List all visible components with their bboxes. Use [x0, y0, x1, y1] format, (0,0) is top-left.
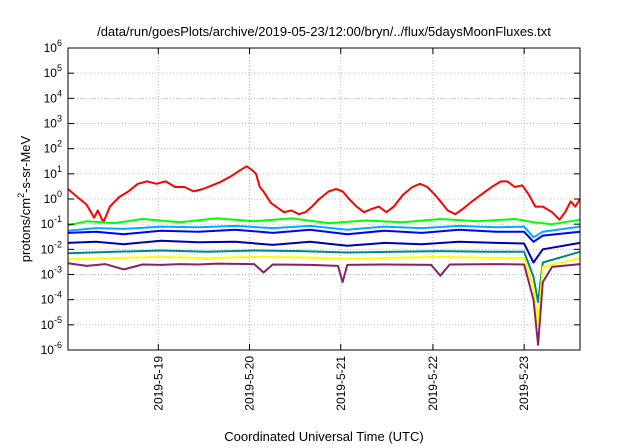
series-line-5	[67, 249, 581, 304]
y-tick-label: 10-5	[41, 315, 62, 332]
y-tick-label: 10-4	[41, 290, 62, 307]
x-tick-label: 2019-5-23	[517, 356, 531, 411]
x-axis-label: Coordinated Universal Time (UTC)	[224, 429, 423, 444]
series-line-4	[67, 239, 581, 264]
grid	[68, 48, 580, 350]
y-tick-label: 10-1	[41, 214, 62, 231]
y-tick-label: 102	[44, 139, 62, 156]
y-tick-label: 103	[44, 114, 62, 131]
series-line-3	[67, 228, 581, 243]
series-line-2	[67, 224, 581, 239]
series-line-6	[67, 255, 581, 326]
y-tick-label: 105	[44, 63, 62, 80]
series-layer	[67, 165, 581, 346]
y-tick-label: 104	[44, 88, 62, 105]
series-line-1	[67, 217, 581, 227]
y-tick-label: 100	[44, 189, 62, 206]
y-tick-label: 10-6	[41, 340, 62, 357]
x-tick-label: 2019-5-22	[426, 356, 440, 411]
y-tick-label: 106	[44, 38, 62, 55]
series-line-7	[67, 262, 581, 346]
y-tick-label: 10-2	[41, 239, 62, 256]
x-tick-label: 2019-5-20	[243, 356, 257, 411]
y-tick-label: 101	[44, 164, 62, 181]
ticks: 106 105 104 103 102 101 100 10-1 10-2 10-3 10-4 10-…	[41, 38, 580, 411]
x-tick-label: 2019-5-21	[334, 356, 348, 411]
x-tick-label: 2019-5-19	[151, 356, 165, 411]
series-line-0	[67, 165, 581, 224]
y-tick-label: 10-3	[41, 265, 62, 282]
y-axis-label: protons/cm2-s-sr-MeV	[16, 135, 33, 262]
chart-title: /data/run/goesPlots/archive/2019-05-23/1…	[97, 24, 551, 39]
